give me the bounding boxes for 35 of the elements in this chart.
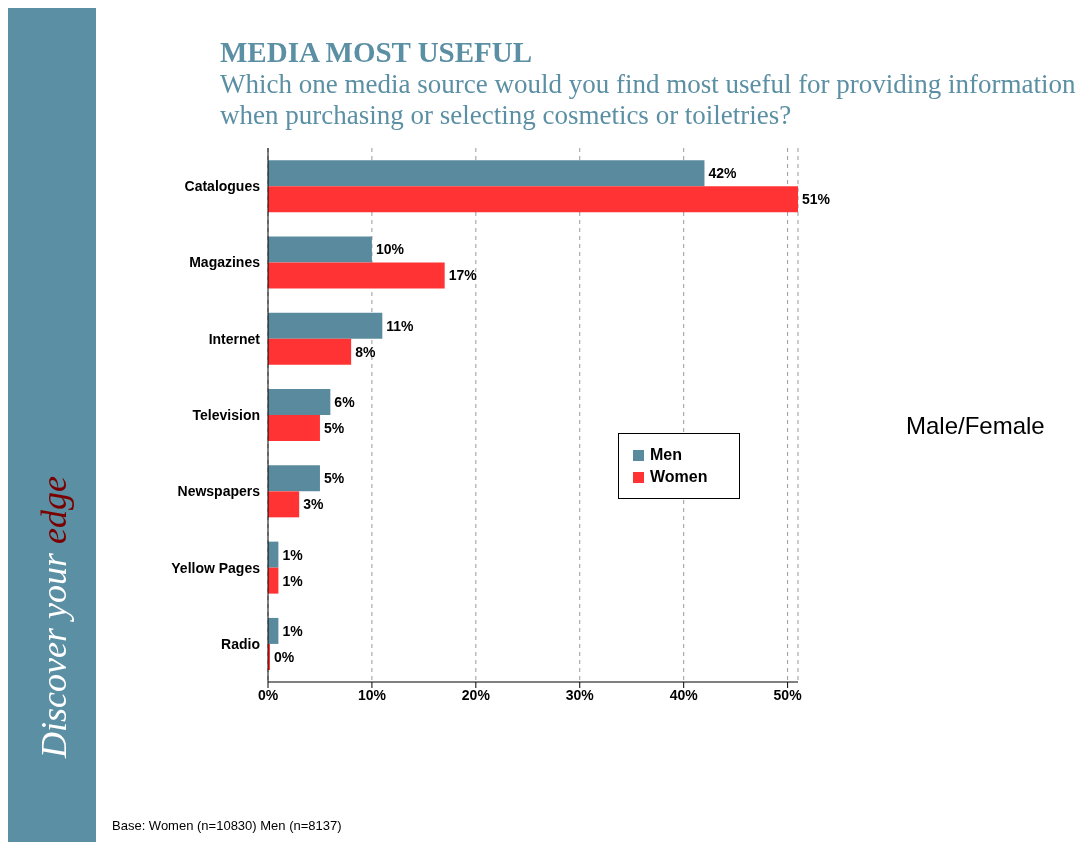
- x-tick-label: 30%: [565, 686, 595, 703]
- data-label: 5%: [323, 420, 345, 437]
- x-tick-label: 10%: [357, 686, 387, 703]
- data-label: 0%: [274, 648, 295, 665]
- y-tick-label: Television: [192, 406, 260, 423]
- chart-title: MEDIA MOST USEFUL: [220, 36, 534, 69]
- data-label: 10%: [375, 241, 405, 258]
- data-label: 1%: [282, 572, 304, 589]
- data-label: 51%: [802, 191, 831, 208]
- text: edge: [34, 476, 74, 545]
- y-tick-label: Internet: [208, 330, 261, 347]
- text: Male/Female: [906, 412, 1045, 440]
- x-tick-label: 20%: [461, 686, 491, 703]
- chart-subtitle: Which one media source would you find most useful for providing information when purchasing or selecting cosmetics or toiletries?: [220, 69, 1077, 131]
- legend-label: Women: [649, 468, 709, 486]
- data-label: 8%: [355, 343, 376, 360]
- data-label: 17%: [448, 267, 478, 284]
- text: Base: Women (n=10830) Men (n=8137): [112, 818, 342, 833]
- data-label: 5%: [323, 470, 345, 487]
- data-label: 3%: [303, 496, 324, 513]
- data-label: 42%: [708, 165, 738, 182]
- y-tick-label: Magazines: [189, 254, 261, 271]
- y-tick-label: Radio: [221, 635, 260, 652]
- x-tick-label: 40%: [669, 686, 699, 703]
- data-label: 6%: [334, 394, 356, 411]
- x-tick-label: 50%: [773, 686, 803, 703]
- legend-label: Men: [649, 446, 683, 464]
- x-tick-label: 0%: [257, 686, 279, 703]
- data-label: 1%: [282, 622, 304, 639]
- data-label: 11%: [386, 317, 415, 334]
- text: Discover your: [34, 553, 74, 758]
- y-tick-label: Newspapers: [177, 483, 261, 500]
- y-tick-label: Yellow Pages: [171, 559, 261, 576]
- y-tick-label: Catalogues: [184, 178, 261, 195]
- data-label: 1%: [282, 546, 304, 563]
